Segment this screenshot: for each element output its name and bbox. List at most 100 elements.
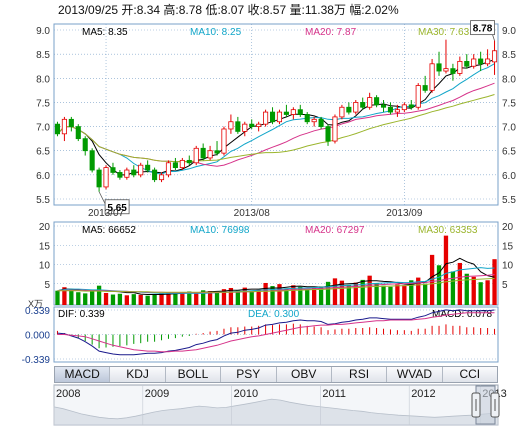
candle-body	[82, 138, 88, 152]
volume-bar	[332, 278, 338, 305]
price-right-tick: 7.5	[502, 98, 516, 109]
volume-legend: MA5: 66652 MA10: 76998 MA20: 67297 MA30: 63…	[82, 225, 478, 236]
candle-body	[124, 169, 130, 178]
candle-body	[256, 123, 262, 127]
candle-body	[408, 104, 414, 108]
candle-body	[276, 111, 283, 123]
candle-body	[304, 114, 310, 123]
volume-bar	[159, 292, 164, 305]
price-left-tick: 6.0	[36, 171, 50, 182]
price-left-tick: 8.5	[36, 50, 50, 61]
volume-bar	[221, 289, 227, 305]
volume-left-tick: 5	[44, 280, 50, 291]
volume-bar	[457, 262, 462, 305]
tab-wvad[interactable]: WVAD	[387, 367, 443, 382]
volume-bar	[312, 287, 317, 305]
candle-body	[464, 60, 470, 67]
tab-macd[interactable]: MACD	[55, 367, 111, 382]
price-left-tick: 5.5	[36, 195, 50, 206]
volume-legend-item: MA5: 66652	[82, 225, 136, 236]
price-panel: MA5: 8.35 MA10: 8.25 MA20: 7.87 MA30: 7.63 …	[36, 20, 516, 219]
candle-body	[145, 164, 151, 171]
volume-bar	[395, 284, 400, 305]
macd-left-tick: 0.339	[25, 306, 50, 317]
price-left-tick: 7.5	[36, 98, 50, 109]
candle-body	[214, 150, 220, 154]
volume-bar	[69, 289, 74, 305]
volume-bar	[90, 291, 95, 305]
price-moving-averages	[57, 59, 495, 176]
price-right-tick: 7.0	[502, 123, 516, 134]
price-right-tick: 8.0	[502, 74, 516, 85]
candle-body	[401, 104, 407, 111]
tab-cci[interactable]: CCI	[442, 367, 497, 382]
volume-left-tick: 20	[39, 222, 51, 233]
candle-body	[165, 162, 172, 176]
annotation-leader	[98, 191, 106, 204]
overview-year-label: 2008	[56, 388, 80, 400]
tab-psy[interactable]: PSY	[221, 367, 277, 382]
candle-body	[360, 102, 366, 108]
volume-bar	[256, 289, 261, 305]
overview-year-label: 2010	[234, 388, 258, 400]
volume-bar	[367, 275, 372, 305]
candle-body	[457, 60, 463, 74]
annotation-box	[104, 199, 130, 215]
volume-bar	[416, 277, 421, 305]
annotation-label: 5.65	[107, 203, 127, 214]
candle-body	[415, 85, 421, 108]
tab-rsi[interactable]: RSI	[331, 367, 388, 382]
candle-body	[422, 85, 428, 91]
price-right-tick: 8.5	[502, 50, 516, 61]
overview-panel[interactable]: 200820092010201120122013	[53, 384, 507, 426]
candle-body	[249, 123, 255, 127]
volume-bar	[263, 282, 268, 305]
volume-bar	[492, 259, 497, 305]
volume-bar	[76, 292, 81, 305]
volume-bar	[346, 284, 351, 305]
candle-body	[103, 167, 109, 188]
tab-obv[interactable]: OBV	[276, 367, 332, 382]
volume-bar	[277, 284, 282, 305]
volume-bar	[478, 282, 483, 305]
price-panel-frame	[53, 23, 499, 206]
candle-body	[443, 68, 449, 72]
volume-bar	[110, 294, 116, 305]
tab-kdj[interactable]: KDJ	[110, 367, 166, 382]
volume-bar	[381, 285, 386, 305]
volume-bar	[423, 283, 428, 305]
annotation-label: 8.78	[473, 24, 493, 35]
volume-bar	[242, 287, 247, 305]
candle-body	[471, 58, 477, 67]
volume-moving-averages	[57, 257, 495, 295]
volume-bar	[374, 283, 379, 305]
candle-body	[436, 63, 442, 72]
macd-dif-line	[57, 309, 495, 356]
candle-body	[283, 111, 289, 115]
price-right-tick: 6.0	[502, 171, 516, 182]
candle-body	[110, 167, 116, 173]
macd-grid	[54, 309, 498, 360]
volume-bar	[249, 291, 254, 305]
overview-year-label: 2011	[322, 388, 346, 400]
tab-boll[interactable]: BOLL	[165, 367, 222, 382]
volume-legend-item: MA20: 67297	[305, 225, 365, 236]
macd-left-tick: 0.000	[25, 331, 50, 342]
volume-bar	[55, 290, 60, 305]
volume-right-tick: 5	[502, 280, 508, 291]
volume-bar	[131, 294, 136, 305]
volume-bar	[207, 291, 213, 305]
volume-bar	[152, 294, 157, 305]
price-x-axis: 2013/07 2013/08 2013/09	[88, 208, 423, 219]
candle-body	[54, 123, 61, 135]
candle-body	[269, 111, 276, 123]
candle-body	[138, 164, 144, 176]
price-legend-item: MA10: 8.25	[190, 27, 242, 38]
annotation-box	[470, 20, 495, 36]
candle-body	[221, 128, 227, 154]
volume-bar	[360, 279, 365, 305]
volume-bar	[270, 286, 275, 305]
candle-body	[374, 97, 380, 106]
macd-dea-line	[57, 312, 495, 353]
volume-right-tick: 20	[502, 222, 514, 233]
